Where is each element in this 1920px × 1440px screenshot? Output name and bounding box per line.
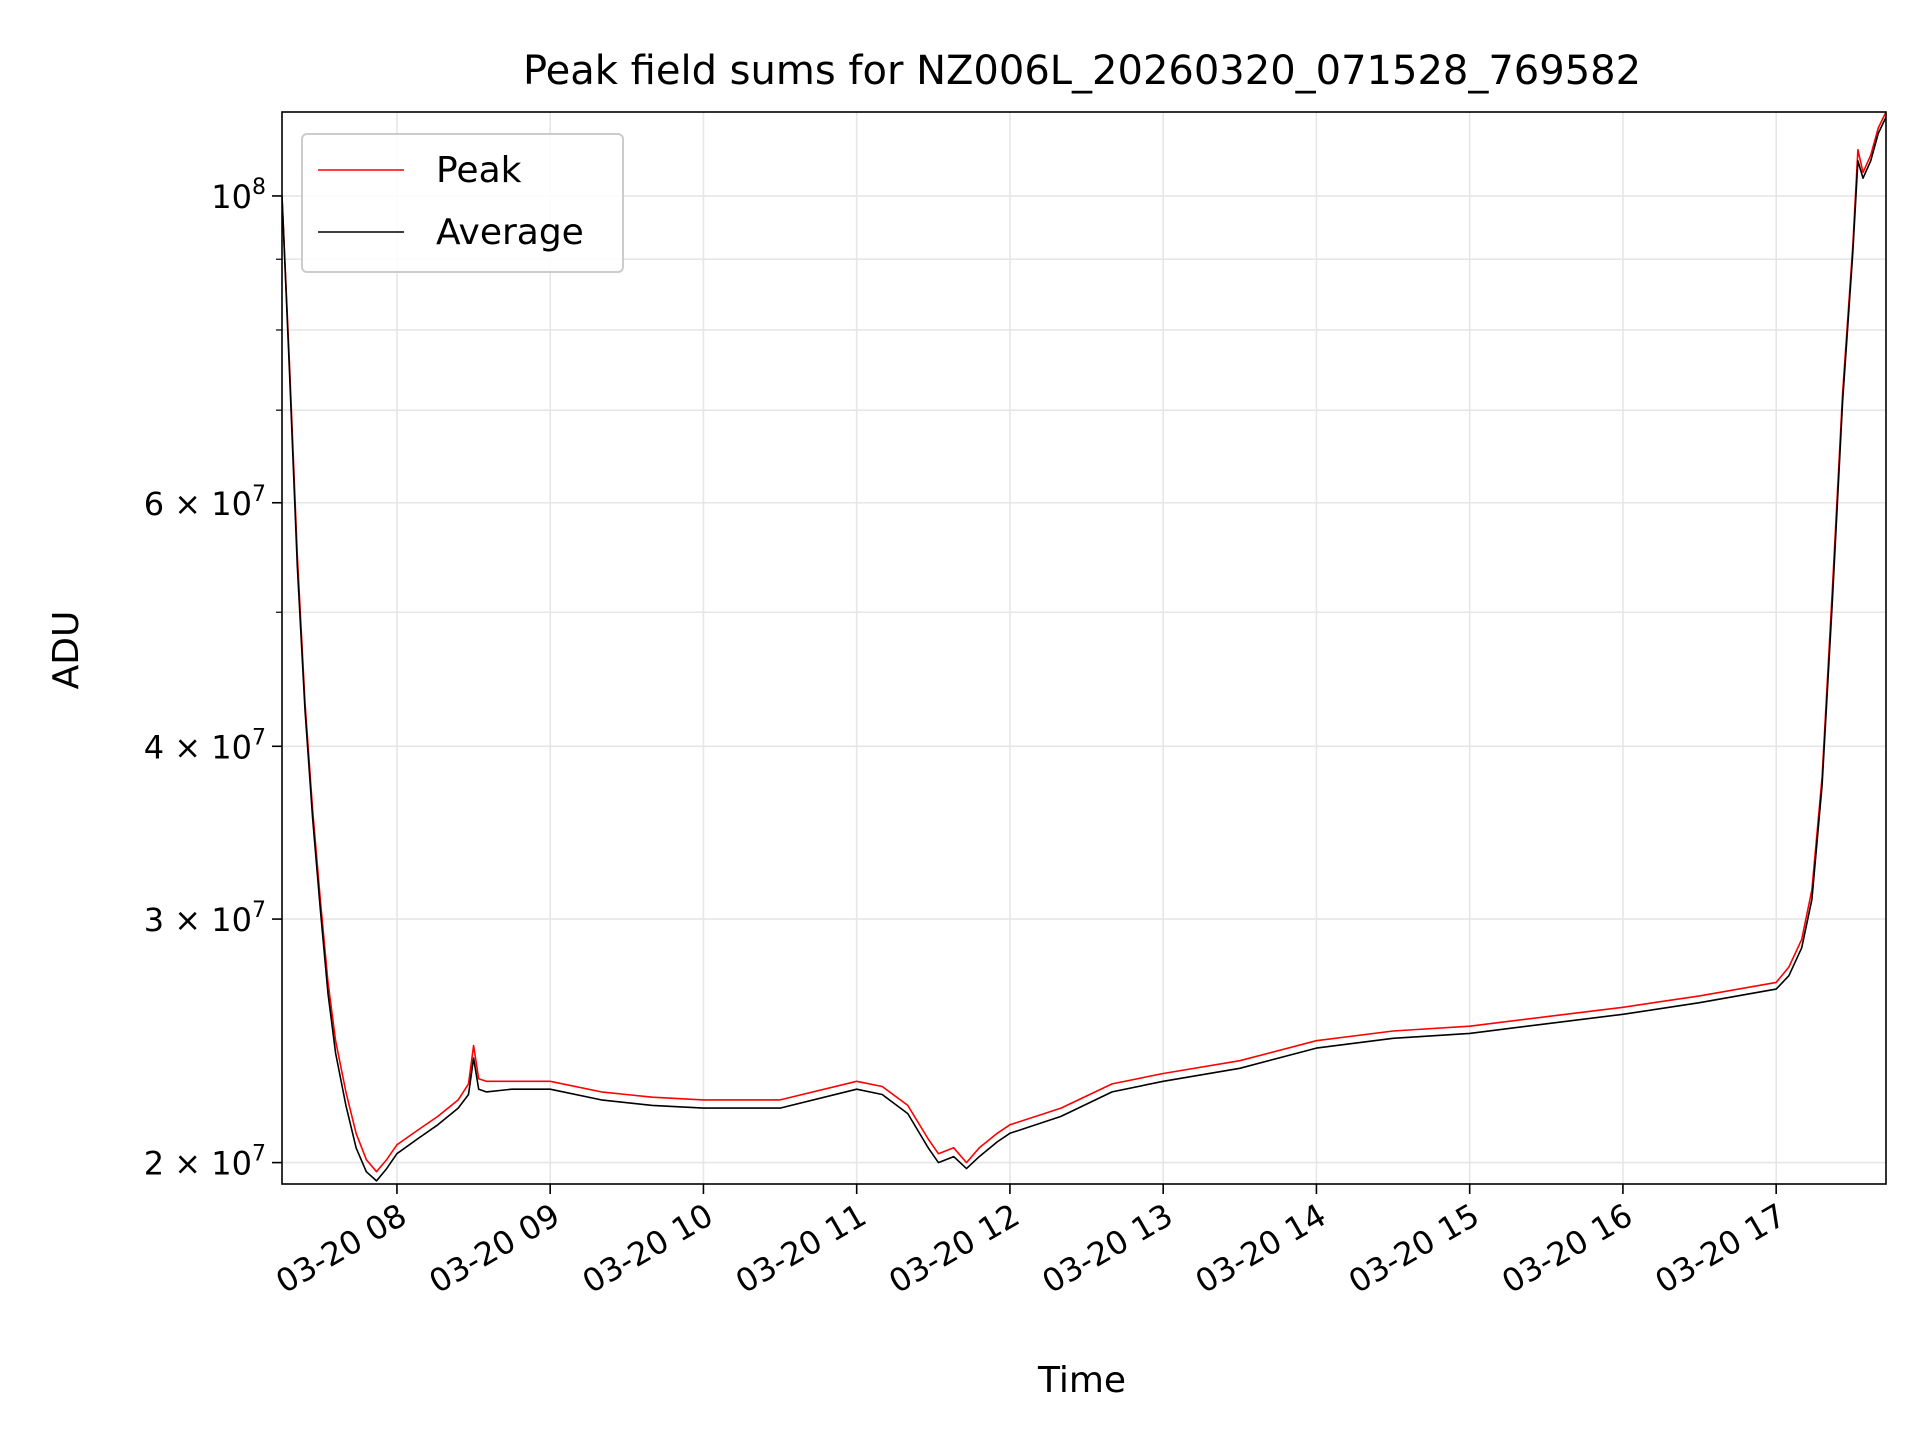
- series-line-average: [282, 116, 1886, 1182]
- y-tick-label: 4 × 107: [144, 725, 266, 766]
- legend: Peak Average: [301, 133, 624, 273]
- legend-label-average: Average: [436, 212, 584, 253]
- series-layer: [282, 112, 1886, 1182]
- y-tick-label: 6 × 107: [144, 482, 266, 523]
- y-axis-label: ADU: [46, 611, 87, 690]
- series-line-peak: [282, 112, 1886, 1173]
- y-tick-label: 3 × 107: [144, 898, 266, 939]
- y-tick-label: 2 × 107: [144, 1142, 266, 1183]
- plot-frame: [281, 111, 1887, 1185]
- x-axis-label: Time: [1037, 1360, 1126, 1401]
- legend-label-peak: Peak: [436, 150, 522, 191]
- y-tick-label: 108: [211, 175, 266, 216]
- chart-title: Peak field sums for NZ006L_20260320_0715…: [523, 48, 1641, 94]
- legend-box: [301, 133, 624, 273]
- grid: [282, 112, 1886, 1184]
